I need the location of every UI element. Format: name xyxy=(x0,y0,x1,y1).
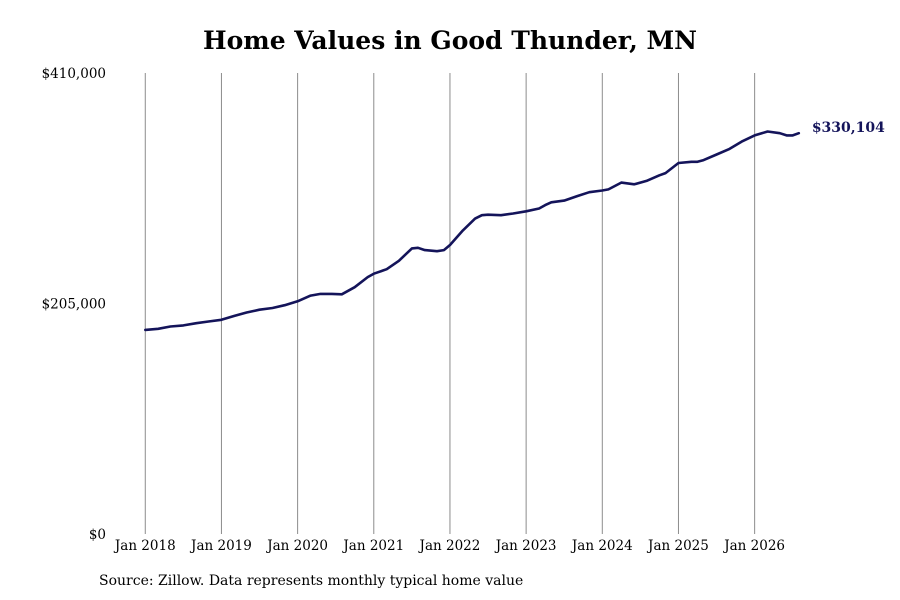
x-tick-label: Jan 2021 xyxy=(341,538,404,554)
x-tick-label: Jan 2018 xyxy=(113,538,176,554)
series-line xyxy=(144,130,801,332)
y-axis-ticks: $0 $205,000 $410,000 xyxy=(42,66,106,543)
y-tick-label: $205,000 xyxy=(42,297,106,313)
x-tick-label: Jan 2024 xyxy=(570,538,633,554)
x-tick-label: Jan 2025 xyxy=(646,538,709,554)
x-tick-label: Jan 2026 xyxy=(722,538,785,554)
y-tick-label: $0 xyxy=(89,527,106,543)
series-layer xyxy=(144,130,801,332)
grid-lines xyxy=(144,73,756,534)
x-axis-ticks: Jan 2018 Jan 2019 Jan 2020 Jan 2021 Jan 2022… xyxy=(113,538,785,554)
source-note: Source: Zillow. Data represents monthly … xyxy=(99,573,524,589)
x-tick-label: Jan 2022 xyxy=(418,538,481,554)
x-tick-label: Jan 2020 xyxy=(265,538,328,554)
y-tick-label: $410,000 xyxy=(42,66,106,82)
chart-title: Home Values in Good Thunder, MN xyxy=(202,26,698,55)
x-tick-label: Jan 2019 xyxy=(189,538,252,554)
x-tick-label: Jan 2023 xyxy=(494,538,557,554)
end-value-label: $330,104 xyxy=(812,120,885,136)
